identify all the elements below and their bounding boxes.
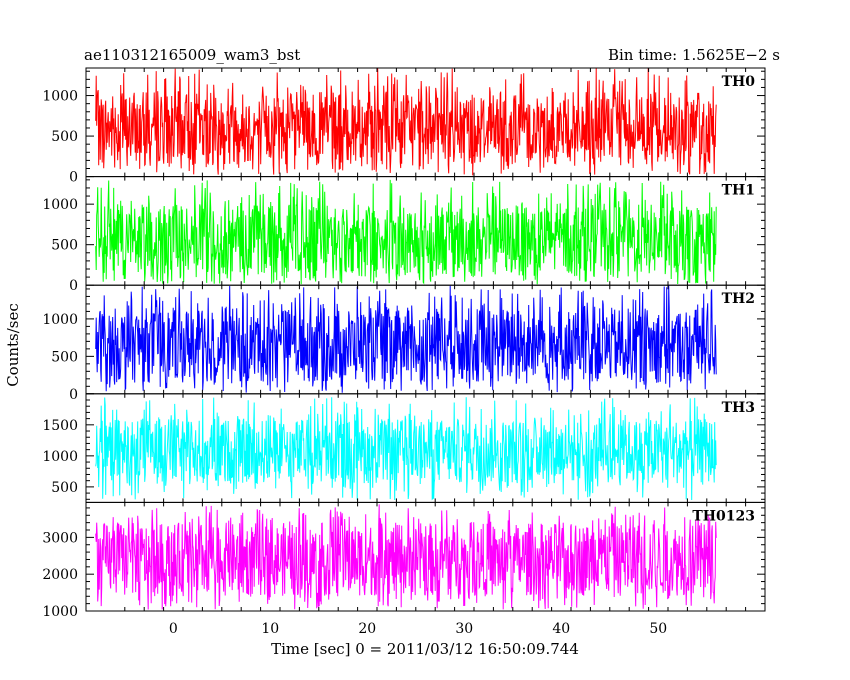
x-axis: 0 10 20 30 40 50 (169, 621, 667, 637)
x-tick-label: 20 (358, 621, 376, 637)
y-tick-label: 1500 (42, 418, 78, 434)
x-tick-label: 30 (455, 621, 473, 637)
y-axis-title: Counts/sec (4, 303, 22, 387)
series-line-th1 (95, 179, 717, 285)
panel-th2: 0 500 1000 TH2 (42, 284, 766, 403)
y-tick-label: 0 (69, 387, 78, 403)
y-tick-label: 500 (51, 129, 78, 145)
y-tick-label: 1000 (42, 449, 78, 465)
x-tick-label: 0 (169, 621, 178, 637)
y-tick-label: 1000 (42, 197, 78, 213)
y-tick-label: 3000 (42, 530, 78, 546)
y-tick-label: 0 (69, 278, 78, 294)
x-tick-label: 40 (552, 621, 570, 637)
panel-th3: 500 1000 1500 TH3 (42, 393, 766, 503)
panel-label-th1: TH1 (722, 183, 755, 199)
series-line-th2 (95, 285, 717, 393)
header-right: Bin time: 1.5625E−2 s (608, 46, 780, 64)
series-line-th3 (95, 397, 717, 501)
panel-th1: 0 500 1000 TH1 (42, 176, 766, 294)
panel-frame (85, 501, 766, 612)
y-tick-label: 500 (51, 480, 78, 496)
y-tick-label: 1000 (42, 89, 78, 105)
y-tick-label: 2000 (42, 567, 78, 583)
panel-th0: 0 500 1000 TH0 (42, 67, 766, 186)
panels: 0 500 1000 TH0 0 500 1000 TH1 0 500 1000 TH2 500 1000… (42, 67, 766, 620)
y-tick-label: 500 (51, 349, 78, 365)
series-line-th0 (95, 68, 717, 176)
series-line-th0123 (95, 504, 717, 610)
panel-label-th2: TH2 (722, 291, 755, 307)
x-axis-title: Time [sec] 0 = 2011/03/12 16:50:09.744 (271, 640, 579, 658)
panel-label-th0: TH0 (722, 74, 756, 90)
x-tick-label: 50 (649, 621, 667, 637)
y-tick-label: 1000 (42, 604, 78, 620)
x-tick-label: 10 (261, 621, 279, 637)
y-tick-label: 0 (69, 170, 78, 186)
panel-label-th3: TH3 (722, 400, 755, 416)
panel-th0123: 1000 2000 3000 TH0123 (42, 501, 766, 620)
header-left: ae110312165009_wam3_bst (84, 46, 300, 64)
y-tick-label: 1000 (42, 312, 78, 328)
panel-label-th0123: TH0123 (692, 508, 755, 524)
y-tick-label: 500 (51, 238, 78, 254)
